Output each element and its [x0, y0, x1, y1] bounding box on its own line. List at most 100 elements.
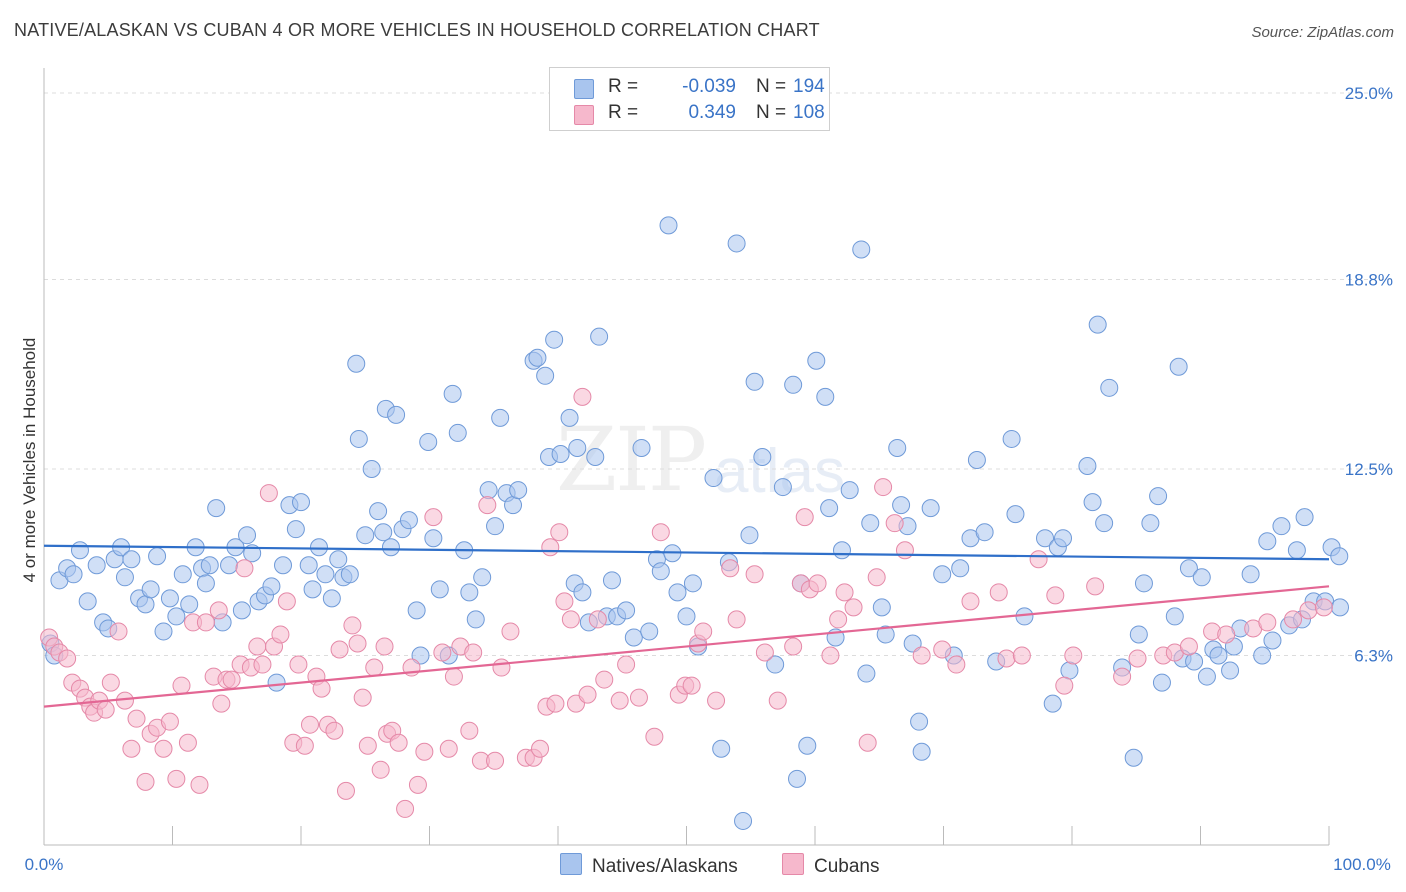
legend-swatch-cubans	[574, 105, 594, 125]
cuban-point	[190, 775, 209, 794]
axes	[43, 68, 1330, 846]
cuban-point	[546, 694, 565, 713]
cuban-point	[912, 646, 931, 665]
cuban-point	[160, 712, 179, 731]
legend-n-label: N =	[756, 102, 787, 123]
native-point	[369, 502, 388, 521]
native-point	[141, 580, 160, 599]
cuban-point	[573, 387, 592, 406]
data-points	[40, 216, 1349, 830]
native-point	[568, 438, 587, 457]
cuban-point	[1258, 613, 1277, 632]
cuban-point	[348, 634, 367, 653]
native-point	[1185, 652, 1204, 671]
native-point	[967, 451, 986, 469]
y-tick-label: 25.0%	[1345, 84, 1393, 103]
cuban-point	[178, 733, 197, 752]
native-point	[1192, 568, 1211, 587]
cuban-point	[795, 508, 814, 527]
native-point	[1209, 646, 1228, 665]
cuban-point	[154, 739, 173, 758]
native-point	[374, 523, 393, 542]
native-point	[861, 514, 880, 533]
native-point	[173, 565, 192, 584]
native-point	[381, 538, 400, 557]
legend-item-natives[interactable]: Natives/Alaskans	[560, 853, 738, 878]
native-point	[479, 481, 498, 500]
cuban-point	[312, 679, 331, 698]
cuban-point	[396, 799, 415, 818]
native-point	[784, 375, 803, 394]
native-point	[220, 556, 239, 575]
native-point	[1060, 661, 1079, 680]
native-point	[1165, 607, 1184, 626]
native-point	[356, 526, 375, 545]
native-point	[309, 538, 328, 557]
native-point	[975, 523, 994, 542]
legend-swatch-cubans	[782, 853, 804, 875]
cuban-point	[694, 622, 713, 641]
native-point	[303, 580, 322, 599]
native-point	[740, 526, 759, 545]
legend-item-cubans[interactable]: Cubans	[782, 853, 880, 878]
native-point	[832, 541, 851, 560]
native-point	[912, 742, 931, 761]
cuban-point	[1217, 625, 1236, 644]
cuban-point	[444, 667, 463, 686]
cuban-point	[122, 739, 141, 758]
cuban-point	[464, 643, 483, 662]
native-point	[419, 432, 438, 451]
cuban-point	[561, 610, 580, 629]
native-point	[573, 583, 592, 602]
legend-n-value: 194	[793, 76, 825, 97]
cuban-point	[961, 592, 980, 611]
native-point	[1272, 517, 1291, 536]
native-point	[1141, 514, 1160, 533]
native-point	[933, 565, 952, 584]
legend-r-label: R =	[608, 102, 639, 123]
cuban-point	[989, 583, 1008, 602]
native-point	[1129, 625, 1148, 644]
native-point	[504, 496, 523, 515]
cuban-point	[1012, 646, 1031, 665]
cuban-point	[610, 691, 629, 710]
trend-lines	[43, 544, 1330, 708]
native-point	[267, 673, 286, 692]
legend-swatch-natives	[560, 853, 582, 875]
native-point	[286, 520, 305, 539]
native-point	[1083, 493, 1102, 512]
cuban-point	[867, 568, 886, 587]
cuban-point	[1314, 598, 1333, 617]
native-point	[1095, 514, 1114, 533]
cuban-point	[127, 709, 146, 728]
cuban-point	[196, 613, 215, 632]
legend-r-value: -0.039	[682, 76, 736, 97]
native-point	[586, 447, 605, 466]
cuban-point	[1046, 586, 1065, 605]
cuban-point	[371, 760, 390, 779]
native-point	[1043, 694, 1062, 713]
native-point	[872, 598, 891, 617]
cuban-point	[1179, 637, 1198, 656]
native-point	[148, 547, 167, 566]
cuban-point	[1086, 577, 1105, 596]
cuban-point	[1299, 601, 1318, 620]
native-point	[1006, 505, 1025, 524]
cuban-point	[829, 610, 848, 629]
x-tick-label: 100.0%	[1333, 855, 1391, 874]
native-point	[1149, 487, 1168, 506]
native-point	[167, 607, 186, 626]
cuban-point	[343, 616, 362, 635]
cuban-point	[768, 691, 787, 710]
cuban-point	[209, 601, 228, 620]
cuban-point	[835, 583, 854, 602]
native-point	[424, 529, 443, 548]
y-tick-label: 6.3%	[1354, 647, 1393, 666]
native-point	[798, 736, 817, 755]
native-point	[322, 589, 341, 608]
cuban-point	[167, 769, 186, 788]
cuban-point	[651, 523, 670, 542]
native-point	[840, 481, 859, 500]
native-point	[460, 583, 479, 602]
cuban-point	[415, 742, 434, 761]
